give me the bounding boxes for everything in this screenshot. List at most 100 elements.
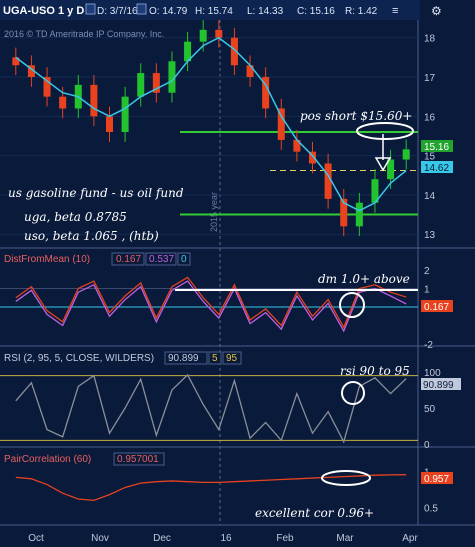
gear-icon[interactable]: ⚙ xyxy=(431,4,442,18)
candle-body xyxy=(246,65,254,78)
x-axis: Oct Nov Dec 16 Feb Mar Apr xyxy=(28,533,418,544)
year-marker-label: 2015 year xyxy=(209,192,219,232)
candle-body xyxy=(12,57,20,66)
rsi-series xyxy=(15,373,407,444)
low-label: L: 14.33 xyxy=(247,6,284,17)
close-label: C: 15.16 xyxy=(297,6,335,17)
dfm-last-label: 0.167 xyxy=(424,302,449,313)
price-y-tick: 13 xyxy=(424,230,436,241)
dfm-last-badge xyxy=(421,300,453,312)
candle-body xyxy=(90,84,98,117)
cor-series xyxy=(15,474,407,502)
cor-value-1: 0.957001 xyxy=(117,454,159,465)
dfm-title: DistFromMean (10) xyxy=(4,254,90,265)
candle-body xyxy=(402,149,410,160)
price-y-tick: 16 xyxy=(424,112,436,123)
x-tick-label: Mar xyxy=(336,533,354,544)
close-price-label: 15.16 xyxy=(424,142,449,153)
high-label: H: 15.74 xyxy=(195,6,233,17)
fund-description: us gasoline fund - us oil fund xyxy=(8,186,184,200)
dfm-value-1: 0.167 xyxy=(116,254,141,265)
close-price-badge xyxy=(421,140,453,152)
candle-body xyxy=(387,159,395,180)
series-line-0 xyxy=(15,280,407,333)
price-candles xyxy=(12,20,410,237)
rsi-value-3: 95 xyxy=(226,353,238,364)
candle-body xyxy=(355,202,363,227)
settings-icon-2[interactable] xyxy=(136,3,147,15)
series-line-1 xyxy=(15,276,407,329)
copyright-text: 2016 © TD Ameritrade IP Company, Inc. xyxy=(4,29,164,39)
price-y-axis: 18 17 16 15 14 13 xyxy=(424,34,436,241)
uga-beta: uga, beta 0.8785 xyxy=(24,210,127,224)
pos-short-annotation: pos short $15.60+ xyxy=(300,109,412,123)
candle-body xyxy=(43,77,51,97)
y-tick: 2 xyxy=(424,266,430,277)
range-label: R: 1.42 xyxy=(345,6,378,17)
candle-body xyxy=(27,65,35,78)
rsi-title: RSI (2, 95, 5, CLOSE, WILDERS) xyxy=(4,353,154,364)
cor-ellipse xyxy=(321,470,371,486)
ma-line xyxy=(15,36,407,212)
dfm-value-2: 0.537 xyxy=(149,254,174,265)
x-tick-label: Apr xyxy=(402,533,418,544)
rsi-circle xyxy=(341,381,365,405)
symbol-label: UGA-USO 1 y D xyxy=(3,5,84,17)
x-tick-label: Nov xyxy=(91,533,109,544)
candle-body xyxy=(121,96,129,133)
candle-body xyxy=(277,108,285,140)
candle-body xyxy=(184,41,192,62)
cor-annotation: excellent cor 0.96+ xyxy=(255,506,374,520)
rsi-last-label: 90.899 xyxy=(423,380,454,391)
price-y-tick: 17 xyxy=(424,73,436,84)
candle-body xyxy=(262,77,270,109)
candle-body xyxy=(137,73,145,97)
y-tick: 0.5 xyxy=(424,504,438,515)
settings-icon[interactable] xyxy=(85,3,96,15)
candle-body xyxy=(371,179,379,203)
ma-price-badge xyxy=(421,161,453,173)
open-label: O: 14.79 xyxy=(149,6,188,17)
dfm-y-axis: 2 1 -2 xyxy=(424,266,433,351)
pos-short-circle xyxy=(356,122,414,140)
cor-last-label: 0.957 xyxy=(424,474,449,485)
y-tick: -2 xyxy=(424,340,433,351)
cor-title: PairCorrelation (60) xyxy=(4,454,91,465)
y-tick: 0 xyxy=(424,440,430,451)
y-tick: 1 xyxy=(424,285,430,296)
price-y-tick: 18 xyxy=(424,34,436,45)
candle-body xyxy=(230,37,238,66)
rsi-annotation: rsi 90 to 95 xyxy=(340,364,410,378)
dm-circle xyxy=(339,292,365,318)
candle-body xyxy=(324,163,332,199)
rsi-value-2: 5 xyxy=(212,353,218,364)
rsi-levels xyxy=(0,375,418,441)
price-y-tick: 15 xyxy=(424,152,436,163)
series-line-0 xyxy=(15,373,407,444)
y-tick: 50 xyxy=(424,404,436,415)
dm-annotation: dm 1.0+ above xyxy=(318,272,410,286)
candle-body xyxy=(152,73,160,93)
candle-body xyxy=(168,61,176,93)
price-grid xyxy=(0,37,418,235)
candle-body xyxy=(293,139,301,152)
y-tick: 100 xyxy=(424,368,441,379)
series-line-0 xyxy=(15,474,407,502)
candle-body xyxy=(105,116,114,133)
dfm-value-3: 0 xyxy=(181,254,187,265)
dfm-series xyxy=(15,276,407,333)
date-label: D: 3/7/16 xyxy=(97,6,138,17)
arrow-head-icon xyxy=(374,157,392,172)
candle-body xyxy=(215,29,223,38)
header-bar xyxy=(0,0,420,20)
price-y-tick: 14 xyxy=(424,191,436,202)
x-tick-label: Dec xyxy=(153,533,171,544)
rsi-value-1: 90.899 xyxy=(168,353,199,364)
candle-body xyxy=(308,151,317,164)
candle-body xyxy=(59,96,67,109)
menu-icon[interactable]: ≡ xyxy=(392,5,398,17)
cor-last-badge xyxy=(421,472,453,484)
rsi-last-badge xyxy=(421,378,461,390)
x-tick-label: 16 xyxy=(220,533,232,544)
